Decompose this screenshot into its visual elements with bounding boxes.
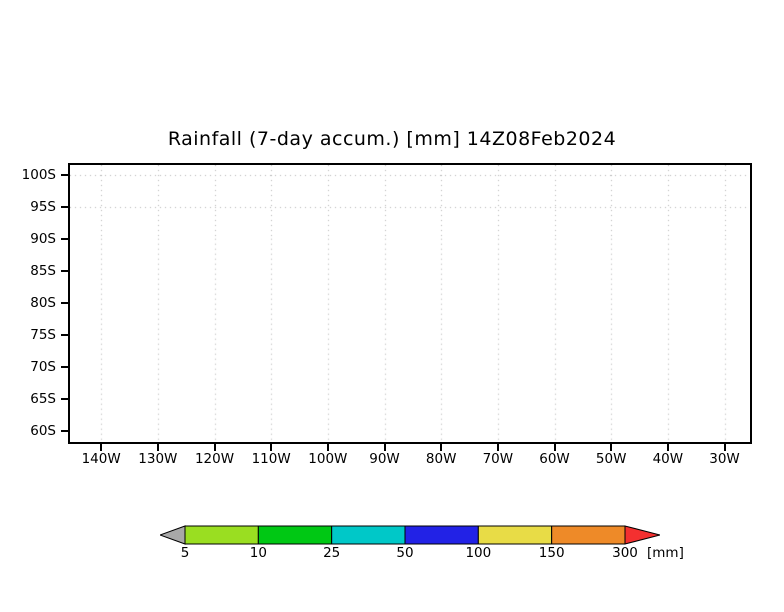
rainfall-heatmap-canvas	[70, 165, 750, 442]
y-axis-tick-label: 70S	[30, 358, 56, 375]
x-axis-tick-label: 60W	[539, 451, 570, 467]
colorbar-segment	[477, 525, 553, 545]
colorbar-segment	[551, 525, 626, 545]
x-axis-tick-label: 140W	[81, 451, 121, 467]
map-plot-inner	[70, 165, 750, 442]
x-axis-tick-label: 110W	[251, 451, 291, 467]
x-axis-tick-label: 70W	[482, 451, 514, 467]
y-axis-tick-mark	[61, 430, 68, 433]
y-axis-tick-mark	[61, 237, 68, 240]
map-plot-area	[68, 163, 752, 444]
y-axis-tick-label: 80S	[30, 294, 56, 311]
x-axis-tick-mark	[156, 444, 159, 451]
x-axis-tick-label: 130W	[138, 451, 178, 467]
colorbar-swatches	[160, 525, 660, 545]
y-axis-tick-label: 65S	[30, 391, 56, 408]
x-axis-tick-label: 30W	[709, 451, 740, 467]
colorbar-segment	[331, 525, 406, 545]
x-axis-tick-label: 100W	[308, 451, 348, 467]
x-axis-tick-mark	[100, 444, 103, 451]
colorbar-segment	[184, 525, 259, 545]
colorbar-tick-label: 50	[396, 545, 414, 561]
colorbar-unit-label: [mm]	[647, 545, 684, 561]
x-axis-tick-mark	[270, 444, 273, 451]
x-axis-tick-mark	[383, 444, 386, 451]
colorbar: 5 10 25 50 100 150 300 [mm]	[160, 524, 684, 570]
colorbar-segment	[404, 525, 479, 545]
y-axis-tick-mark	[61, 365, 68, 368]
colorbar-tick-label: 150	[538, 545, 565, 561]
x-axis-tick-mark	[553, 444, 556, 451]
x-axis-tick-mark	[326, 444, 329, 451]
x-axis-tick-label: 40W	[652, 451, 684, 467]
y-axis-tick-mark	[61, 301, 68, 304]
x-axis-tick-label: 90W	[369, 451, 400, 467]
y-axis-tick-label: 90S	[30, 230, 56, 247]
colorbar-over-arrow	[624, 525, 660, 545]
y-axis-tick-mark	[61, 173, 68, 176]
y-axis-tick-label: 100S	[21, 166, 56, 183]
colorbar-under-arrow	[160, 525, 186, 545]
x-axis-tick-mark	[610, 444, 613, 451]
x-axis-tick-label: 50W	[595, 451, 627, 467]
x-axis-tick-label: 120W	[194, 451, 235, 467]
y-axis-tick-mark	[61, 398, 68, 401]
y-axis-tick-label: 95S	[30, 198, 56, 215]
colorbar-tick-label: 100	[465, 545, 492, 561]
x-axis-tick-mark	[213, 444, 216, 451]
colorbar-tick-label: 25	[323, 545, 341, 561]
x-axis-tick-mark	[666, 444, 669, 451]
y-axis-tick-label: 85S	[30, 262, 56, 279]
y-axis-tick-label: 75S	[30, 326, 56, 343]
x-axis-tick-mark	[440, 444, 443, 451]
colorbar-tick-label: 5	[180, 545, 190, 561]
y-axis-tick-mark	[61, 333, 68, 336]
x-axis-tick-label: 80W	[425, 451, 457, 467]
y-axis-tick-mark	[61, 269, 68, 272]
colorbar-segment	[257, 525, 333, 545]
y-axis-tick-label: 60S	[30, 423, 56, 440]
x-axis-tick-mark	[723, 444, 726, 451]
page-title: Rainfall (7-day accum.) [mm] 14Z08Feb202…	[167, 128, 617, 150]
x-axis-tick-mark	[496, 444, 499, 451]
y-axis-tick-mark	[61, 205, 68, 208]
colorbar-tick-label: 300	[612, 545, 638, 561]
colorbar-tick-label: 10	[249, 545, 267, 561]
